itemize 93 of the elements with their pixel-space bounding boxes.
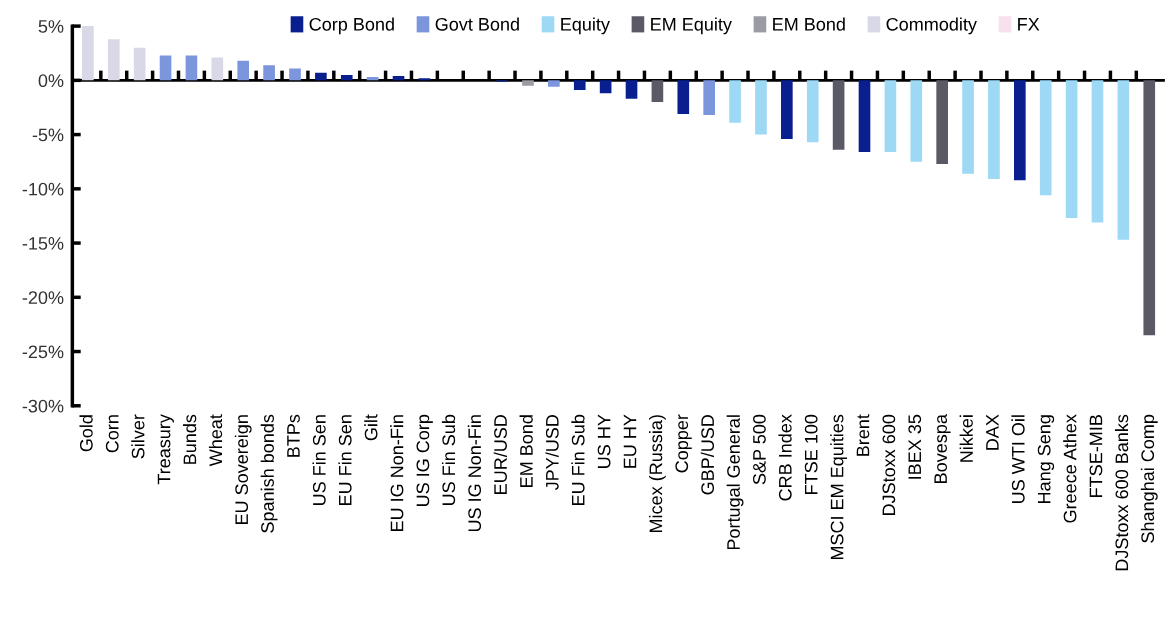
bar — [82, 26, 94, 81]
bar — [755, 80, 767, 135]
bar — [289, 68, 301, 81]
bar — [133, 47, 146, 81]
bar — [237, 60, 250, 81]
bar — [1014, 80, 1026, 181]
bar — [962, 80, 974, 174]
legend-label: Govt Bond — [435, 17, 519, 31]
y-tick-label: -20% — [22, 291, 64, 305]
x-tick-label: Bovespa — [934, 414, 951, 483]
x-tick-label: IBEX 35 — [908, 414, 922, 479]
legend-label: Corp Bond — [309, 17, 394, 35]
bar — [884, 80, 897, 152]
y-tick-label: 0% — [38, 74, 64, 88]
bar — [625, 80, 638, 99]
bar — [522, 80, 534, 86]
x-tick-label: US Fin Sen — [312, 415, 326, 506]
bar — [936, 80, 948, 164]
x-tick-label: Corn — [105, 415, 119, 453]
bar — [159, 55, 172, 81]
bar — [832, 80, 845, 150]
x-tick-label: FTSE 100 — [804, 414, 818, 494]
bar — [806, 80, 819, 143]
bar — [988, 80, 1000, 180]
y-tick-label: 5% — [38, 20, 64, 33]
x-tick-label: Micex (Russia) — [648, 415, 666, 532]
y-tick-label: -15% — [22, 237, 64, 250]
x-tick-label: EU Fin Sub — [571, 414, 585, 505]
bar — [651, 80, 664, 103]
x-tick-label: Shanghai Comp — [1140, 414, 1158, 543]
x-tick-label: EM Bond — [519, 415, 533, 487]
x-tick-label: EUR/USD — [493, 414, 507, 494]
bar — [548, 80, 560, 87]
x-tick-label: CRB Index — [778, 414, 792, 501]
bar — [858, 80, 871, 152]
legend-label: Equity — [561, 17, 610, 35]
x-tick-label: DJStoxx 600 — [882, 414, 896, 515]
bar — [781, 80, 793, 139]
x-tick-label: US WTI Oil — [1011, 415, 1025, 503]
x-tick-label: Gold — [79, 415, 93, 452]
x-tick-label: EU Sovereign — [234, 415, 252, 525]
y-tick-label: -10% — [22, 182, 64, 196]
bar — [263, 65, 275, 81]
x-tick-label: DJStoxx 600 Banks — [1114, 414, 1129, 571]
x-tick-label: EU Fin Sen — [338, 415, 352, 505]
bar — [1065, 80, 1078, 219]
y-tick-label: -25% — [22, 345, 64, 359]
bar — [340, 74, 353, 81]
bar — [1091, 80, 1104, 223]
x-tick-label: Portugal General — [726, 415, 744, 550]
bar — [185, 55, 198, 81]
bar — [677, 80, 690, 114]
x-tick-label: Nikkei — [959, 415, 973, 462]
bar — [573, 80, 586, 91]
x-tick-label: Brent — [856, 414, 870, 456]
x-tick-label: Gilt — [364, 414, 378, 441]
bar — [211, 57, 224, 81]
x-tick-label: Wheat — [208, 414, 223, 467]
x-tick-label: Copper — [675, 414, 692, 473]
x-tick-label: FTSE-MIB — [1089, 415, 1103, 497]
x-tick-label: EU IG Non-Fin — [390, 415, 404, 532]
x-tick-label: Silver — [131, 414, 145, 459]
x-tick-label: JPY/USD — [545, 414, 559, 491]
x-tick-label: EU HY — [623, 414, 637, 468]
bar — [910, 80, 923, 162]
x-tick-label: S&P 500 — [753, 414, 766, 485]
legend-label: EM Bond — [773, 17, 845, 31]
x-tick-label: Greece Athex — [1063, 414, 1077, 523]
legend-label: FX — [1018, 18, 1040, 31]
x-tick-label: MSCI EM Equities — [830, 414, 848, 560]
x-tick-label: Bunds — [183, 414, 197, 464]
bar — [315, 72, 327, 81]
x-tick-label: Treasury — [157, 414, 174, 485]
x-tick-label: Hang Seng — [1037, 415, 1055, 503]
bar — [729, 80, 741, 123]
x-tick-label: US IG Corp — [416, 414, 433, 507]
x-tick-label: GBP/USD — [700, 414, 715, 495]
bar — [703, 80, 715, 116]
y-tick-label: -5% — [32, 128, 64, 142]
bar — [107, 39, 120, 81]
x-tick-label: US HY — [597, 414, 611, 468]
y-tick-label: -30% — [22, 399, 64, 413]
bar — [1039, 80, 1052, 196]
bar — [1117, 80, 1130, 240]
x-tick-label: US IG Non-Fin — [467, 415, 482, 532]
x-tick-label: DAX — [986, 414, 999, 450]
bar — [599, 80, 612, 94]
bar — [1143, 80, 1156, 336]
x-tick-label: BTPs — [287, 414, 300, 457]
x-tick-label: Spanish bonds — [260, 414, 278, 533]
legend-label: Commodity — [886, 17, 977, 35]
x-tick-label: US Fin Sub — [441, 414, 456, 506]
legend-label: EM Equity — [651, 17, 732, 35]
